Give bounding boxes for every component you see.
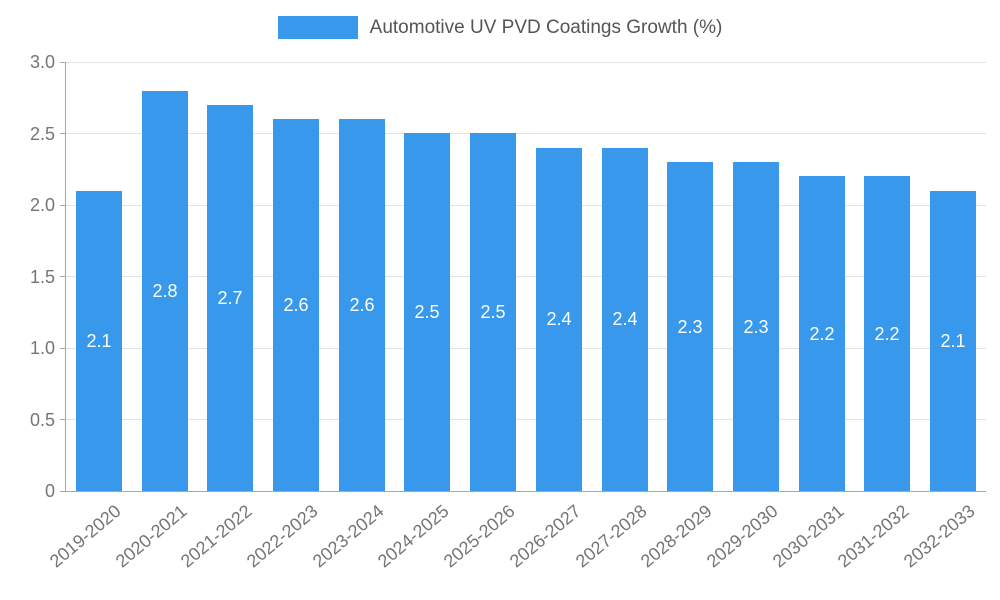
plot-area: 0 0.5 1.0 1.5 2.0 2.5 3.0 2.1 2019-2020 2.8 2020-2… [30,52,986,571]
x-axis-tick-label: 2029-2030 [702,500,782,572]
bar [404,133,450,491]
bar-value-label: 2.5 [414,302,440,322]
y-axis-tick-label: 0.5 [29,409,55,430]
x-axis-tick-label: 2028-2029 [636,500,716,572]
y-axis-tick-label: 2.5 [29,123,55,144]
bar [536,148,582,491]
x-axis-tick-label: 2024-2025 [373,500,453,572]
chart-legend[interactable]: Automotive UV PVD Coatings Growth (%) [0,16,1000,39]
gridline [66,133,986,134]
bar [339,119,385,491]
bar-value-label: 2.7 [217,288,243,308]
gridline [66,347,986,349]
x-axis-tick-label: 2019-2020 [45,500,125,572]
gridline [66,419,986,420]
x-axis-tick-label: 2023-2024 [308,500,388,572]
bar-value-label: 2.8 [152,281,178,301]
gridline [66,204,986,206]
bar [799,176,845,491]
gridline [66,61,986,63]
bar [470,133,516,491]
x-axis-tick-label: 2025-2026 [439,500,519,572]
bar [142,91,188,491]
y-axis-tick [60,419,66,420]
bar [207,105,253,491]
bar [76,191,122,491]
bar-value-label: 2.4 [546,309,572,329]
x-axis-tick-label: 2030-2031 [768,500,848,572]
bar-value-label: 2.6 [283,295,309,315]
bar-value-label: 2.1 [940,331,966,351]
bar-value-label: 2.3 [743,317,769,337]
bar-value-label: 2.2 [874,324,900,344]
y-axis-tick-label: 1.0 [29,338,55,358]
bar-value-label: 2.1 [86,331,112,351]
x-axis-tick-label: 2027-2028 [571,500,651,572]
y-axis-tick-label: 2.0 [29,195,55,215]
bar [733,162,779,491]
bar [602,148,648,491]
gridline [66,276,986,277]
x-axis-tick-label: 2020-2021 [111,500,191,572]
bar [864,176,910,491]
bar [273,119,319,491]
x-axis-tick-label: 2021-2022 [176,500,256,572]
bar [667,162,713,491]
bar-value-label: 2.2 [809,324,835,344]
x-axis-tick-label: 2022-2023 [242,500,322,572]
y-axis-tick [60,133,66,134]
x-axis-tick-label: 2031-2032 [833,500,913,572]
y-axis-tick [60,276,66,277]
y-axis-tick [60,490,66,492]
y-axis-tick-label: 3.0 [29,52,55,72]
bar-value-label: 2.6 [349,295,375,315]
x-axis-tick-label: 2032-2033 [899,500,979,572]
x-axis-tick-label: 2026-2027 [505,500,585,572]
y-axis-tick-label: 1.5 [29,266,55,287]
chart-title: Automotive UV PVD Coatings Growth (%) [369,16,723,38]
legend-swatch-icon [277,16,358,39]
y-axis-tick [60,347,66,349]
y-axis-tick-label: 0 [44,481,55,501]
y-axis-tick [60,204,66,206]
bar-value-label: 2.3 [677,317,703,337]
y-axis-tick [60,61,66,63]
bar [930,191,976,491]
bar-value-label: 2.4 [612,309,638,329]
bar-value-label: 2.5 [480,302,506,322]
